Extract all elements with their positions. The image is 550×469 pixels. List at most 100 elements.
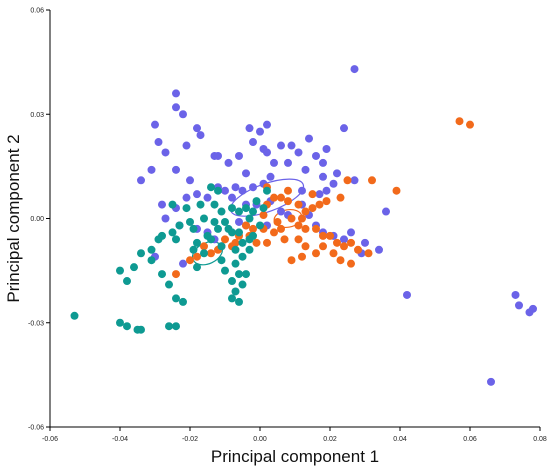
scatter-point bbox=[207, 249, 215, 258]
scatter-point bbox=[217, 256, 226, 265]
scatter-point bbox=[154, 138, 163, 147]
scatter-point bbox=[487, 377, 495, 386]
scatter-point bbox=[294, 235, 303, 244]
scatter-point bbox=[161, 148, 170, 157]
scatter-point bbox=[158, 270, 166, 279]
scatter-point bbox=[172, 235, 180, 244]
scatter-point bbox=[228, 277, 236, 286]
x-tick-label: -0.02 bbox=[182, 436, 198, 443]
scatter-point bbox=[315, 190, 324, 199]
scatter-point bbox=[284, 197, 292, 206]
scatter-point bbox=[287, 256, 296, 265]
scatter-point bbox=[172, 270, 180, 279]
scatter-point bbox=[273, 217, 282, 226]
scatter-point bbox=[256, 127, 264, 136]
scatter-point bbox=[172, 165, 180, 174]
scatter-point bbox=[147, 165, 156, 174]
scatter-point bbox=[165, 280, 173, 289]
scatter-point bbox=[340, 124, 348, 133]
scatter-point bbox=[263, 238, 271, 247]
x-tick-label: 0.02 bbox=[323, 436, 337, 443]
scatter-point bbox=[277, 224, 285, 233]
scatter-point bbox=[252, 197, 261, 206]
scatter-point bbox=[354, 245, 362, 254]
scatter-point bbox=[340, 235, 348, 244]
scatter-point bbox=[228, 204, 236, 213]
scatter-point bbox=[70, 311, 79, 320]
scatter-point bbox=[249, 224, 257, 233]
scatter-point bbox=[263, 186, 271, 195]
scatter-point bbox=[137, 176, 145, 185]
scatter-point bbox=[228, 193, 236, 202]
scatter-point bbox=[301, 242, 310, 251]
scatter-point bbox=[123, 322, 131, 331]
scatter-point bbox=[242, 169, 250, 178]
scatter-point bbox=[210, 200, 219, 209]
scatter-point bbox=[249, 183, 257, 192]
scatter-point bbox=[294, 200, 303, 209]
scatter-point bbox=[193, 263, 201, 272]
scatter-point bbox=[249, 231, 257, 240]
scatter-point bbox=[235, 217, 243, 226]
scatter-point bbox=[287, 141, 296, 150]
scatter-point bbox=[319, 158, 327, 167]
scatter-point bbox=[182, 204, 191, 213]
scatter-point bbox=[277, 207, 285, 216]
scatter-point bbox=[231, 259, 240, 268]
scatter-point bbox=[284, 158, 292, 167]
scatter-point bbox=[340, 242, 348, 251]
scatter-point bbox=[298, 214, 306, 223]
x-tick-label: -0.04 bbox=[112, 436, 128, 443]
scatter-point bbox=[319, 231, 327, 240]
scatter-point bbox=[242, 270, 250, 279]
scatter-point bbox=[189, 224, 198, 233]
scatter-point bbox=[231, 183, 240, 192]
scatter-point bbox=[284, 186, 292, 195]
scatter-point bbox=[179, 259, 187, 268]
scatter-point bbox=[193, 190, 201, 199]
scatter-point bbox=[238, 280, 247, 289]
scatter-point bbox=[172, 103, 180, 112]
x-tick-label: 0.06 bbox=[463, 436, 477, 443]
scatter-point bbox=[347, 259, 355, 268]
scatter-point bbox=[161, 214, 170, 223]
scatter-point bbox=[256, 221, 264, 230]
scatter-point bbox=[168, 200, 177, 209]
scatter-point bbox=[301, 224, 310, 233]
y-tick-label: 0.03 bbox=[30, 112, 44, 119]
scatter-point bbox=[221, 266, 229, 275]
scatter-point bbox=[312, 224, 320, 233]
x-tick-label: -0.06 bbox=[42, 436, 58, 443]
scatter-point bbox=[196, 131, 205, 140]
scatter-point bbox=[186, 256, 194, 265]
scatter-point bbox=[189, 245, 198, 254]
scatter-point bbox=[249, 207, 257, 216]
scatter-point bbox=[270, 193, 278, 202]
x-tick-label: 0.04 bbox=[393, 436, 407, 443]
scatter-point bbox=[221, 186, 229, 195]
ticks: -0.06 -0.04 -0.02 0.00 0.02 0.04 0.06 0.08 -0.06… bbox=[28, 8, 547, 444]
scatter-point bbox=[193, 238, 201, 247]
scatter-point bbox=[168, 228, 177, 237]
scatter-point bbox=[123, 277, 131, 286]
scatter-point bbox=[259, 204, 268, 213]
scatter-point bbox=[228, 294, 236, 303]
scatter-point bbox=[364, 249, 373, 258]
scatter-point bbox=[207, 183, 215, 192]
scatter-point bbox=[403, 290, 411, 299]
scatter-point bbox=[245, 245, 254, 254]
scatter-point bbox=[231, 245, 240, 254]
scatter-point bbox=[263, 148, 271, 157]
scatter-point bbox=[172, 322, 180, 331]
scatter-point bbox=[301, 207, 310, 216]
scatter-point bbox=[350, 176, 359, 185]
scatter-point bbox=[224, 224, 233, 233]
scatter-point bbox=[175, 221, 184, 230]
scatter-point bbox=[280, 235, 289, 244]
scatter-point bbox=[326, 231, 334, 240]
scatter-point bbox=[329, 249, 338, 258]
scatter-point bbox=[350, 65, 359, 74]
scatter-point bbox=[266, 172, 275, 181]
y-tick-label: 0.06 bbox=[30, 8, 44, 15]
scatter-point bbox=[466, 120, 474, 129]
